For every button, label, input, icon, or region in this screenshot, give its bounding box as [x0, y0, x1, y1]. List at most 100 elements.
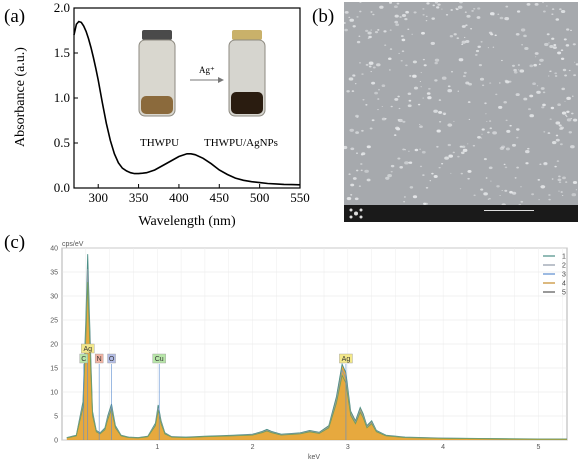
- eds-x-tick-label: 5: [536, 444, 540, 451]
- sem-particle: [426, 2, 430, 5]
- sem-particle: [466, 143, 469, 145]
- sem-particle: [434, 61, 438, 65]
- sem-particle: [399, 16, 402, 18]
- sem-particle: [516, 128, 520, 131]
- sem-particle: [374, 91, 378, 95]
- sem-particle: [422, 14, 425, 16]
- sem-particle: [451, 71, 453, 73]
- eds-y-tick-label: 40: [50, 246, 58, 253]
- uv-y-axis-label: Absorbance (a.u.): [13, 47, 28, 147]
- uv-y-tick-label: 0.0: [54, 180, 70, 195]
- sem-particle: [509, 124, 512, 127]
- sem-particle: [500, 59, 503, 62]
- sem-particle: [459, 145, 463, 148]
- sem-particle: [352, 25, 356, 28]
- sem-particle: [387, 173, 392, 178]
- sem-particle: [402, 120, 406, 123]
- sem-particle: [496, 185, 500, 188]
- sem-particle: [537, 178, 541, 181]
- sem-particle: [485, 113, 487, 115]
- sem-particle: [458, 58, 464, 62]
- sem-particle: [525, 150, 530, 154]
- sem-particle: [485, 177, 488, 179]
- sem-particle: [488, 197, 491, 200]
- sem-particle: [459, 2, 463, 4]
- sem-particle: [372, 66, 376, 69]
- sem-particle: [552, 46, 557, 49]
- sem-particle: [547, 75, 550, 77]
- sem-particle: [541, 106, 545, 109]
- sem-particle: [528, 108, 531, 111]
- sem-particle: [503, 163, 506, 166]
- sem-particle: [543, 131, 546, 133]
- sem-particle: [560, 191, 563, 193]
- sem-particle: [441, 76, 447, 80]
- sem-particle: [498, 105, 503, 109]
- sem-particle: [348, 173, 351, 175]
- sem-particle: [564, 74, 567, 77]
- panel-label-a: (a): [4, 6, 26, 27]
- sem-particle: [566, 118, 572, 122]
- sem-particle: [558, 175, 561, 178]
- sem-particle: [465, 40, 470, 43]
- sem-particle: [354, 197, 359, 201]
- eds-x-tick-label: 1: [155, 444, 159, 451]
- sem-particle: [480, 188, 484, 191]
- sem-particle: [570, 118, 573, 120]
- sem-particle: [461, 25, 466, 28]
- sem-particle: [367, 37, 370, 39]
- sem-particle: [523, 34, 527, 38]
- sem-particle: [390, 171, 393, 173]
- sem-particle: [450, 172, 452, 174]
- sem-particle: [409, 186, 414, 189]
- sem-particle: [571, 193, 577, 197]
- sem-particle: [377, 89, 381, 91]
- sem-particle: [534, 56, 537, 58]
- sem-particle: [563, 38, 567, 41]
- sem-particle: [575, 63, 578, 66]
- sem-particle: [474, 53, 478, 56]
- sem-particle: [531, 193, 535, 196]
- sem-particle: [520, 186, 522, 188]
- sem-particle: [532, 82, 536, 85]
- sem-particle: [464, 36, 466, 38]
- uv-x-tick-label: 450: [210, 190, 230, 205]
- sem-particle: [431, 17, 435, 20]
- eds-element-label-box: [81, 343, 95, 354]
- sem-particle: [408, 99, 412, 102]
- sem-particle: [483, 192, 488, 196]
- sem-particle: [362, 99, 365, 101]
- sem-particle: [359, 2, 362, 3]
- sem-particle: [560, 9, 566, 14]
- sem-particle: [422, 174, 425, 177]
- eds-element-label: N: [97, 356, 102, 363]
- sem-particle: [504, 189, 508, 192]
- sem-particle: [487, 131, 490, 134]
- sem-particle: [450, 9, 453, 11]
- sem-particle: [408, 150, 410, 152]
- sem-particle: [389, 69, 391, 71]
- sem-particle: [419, 148, 421, 150]
- sem-particle: [524, 46, 529, 51]
- sem-particle: [529, 94, 534, 98]
- sem-particle: [441, 8, 443, 10]
- sem-particle: [447, 85, 451, 88]
- sem-particle: [360, 169, 363, 172]
- sem-particle: [480, 41, 483, 43]
- sem-particle: [559, 8, 562, 11]
- sem-particle: [457, 90, 460, 92]
- sem-particle: [350, 183, 355, 187]
- sem-particle: [358, 185, 361, 187]
- sem-particle: [351, 90, 355, 92]
- eds-element-label: Cu: [155, 356, 164, 363]
- sem-particle: [555, 18, 560, 21]
- sem-particle: [508, 80, 512, 83]
- sem-particle: [384, 44, 387, 46]
- sem-particle: [488, 166, 493, 170]
- sem-particle: [546, 5, 548, 7]
- sem-particle: [546, 33, 550, 36]
- sem-particle: [447, 123, 453, 127]
- sem-particle: [505, 147, 510, 151]
- sem-particle: [564, 100, 566, 102]
